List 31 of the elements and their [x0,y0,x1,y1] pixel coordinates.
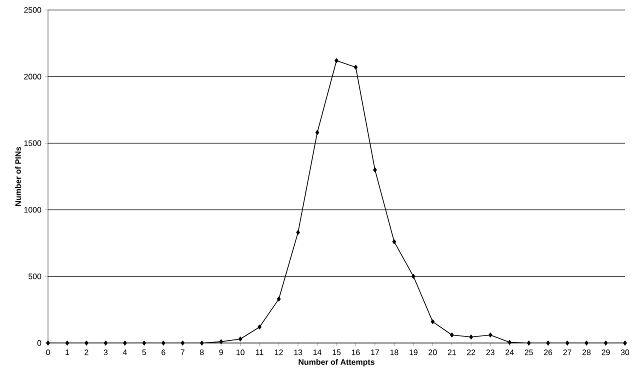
point [84,340,88,346]
point [276,296,281,302]
point [373,167,377,172]
point [104,340,108,346]
point [334,58,338,64]
point [430,319,435,324]
point [219,339,223,344]
point [469,334,474,340]
point [180,340,185,346]
point [488,332,492,338]
point [508,340,512,345]
point [258,324,262,330]
point [238,336,242,342]
point [315,130,320,135]
point [546,340,550,346]
point [65,340,70,346]
point [354,64,358,70]
point [412,274,416,279]
point [296,230,300,235]
point [450,332,454,338]
point [584,340,588,346]
point [604,340,608,346]
point [162,340,166,346]
point [526,340,531,346]
point [123,340,127,346]
point [46,340,50,346]
point [623,340,627,346]
point [392,239,396,244]
point [565,340,570,346]
point [142,340,146,346]
point [200,340,204,346]
